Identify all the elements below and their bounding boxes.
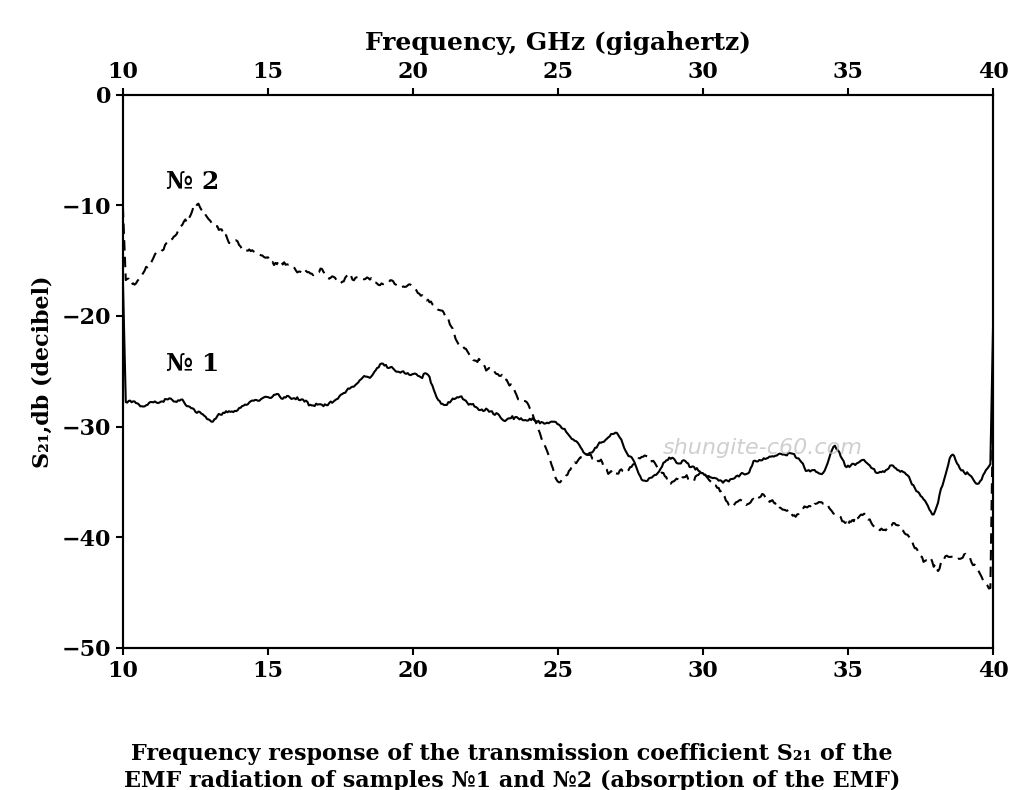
№ 2: [272, 257, 285, 266]
№ 2: [987, 387, 999, 397]
Text: shungite-c60.com: shungite-c60.com: [663, 438, 862, 458]
№ 1: [926, 510, 938, 519]
Text: № 1: № 1: [166, 352, 220, 376]
Text: Frequency response of the transmission coefficient S₂₁ of the: Frequency response of the transmission c…: [131, 743, 893, 765]
Line: № 1: № 1: [123, 280, 993, 514]
№ 1: [270, 389, 283, 399]
X-axis label: Frequency, GHz (gigahertz): Frequency, GHz (gigahertz): [366, 31, 751, 55]
№ 1: [630, 461, 642, 471]
№ 2: [699, 470, 712, 480]
№ 2: [983, 584, 995, 593]
№ 2: [342, 270, 354, 280]
№ 2: [773, 502, 785, 512]
№ 1: [341, 386, 353, 395]
№ 2: [193, 199, 205, 209]
№ 1: [772, 450, 784, 459]
Y-axis label: S₂₁,db (decibel): S₂₁,db (decibel): [32, 275, 53, 468]
№ 1: [511, 412, 523, 422]
№ 2: [117, 202, 129, 212]
№ 1: [987, 310, 999, 319]
Line: № 2: № 2: [123, 204, 993, 589]
№ 1: [117, 275, 129, 284]
Text: № 2: № 2: [166, 170, 220, 194]
№ 2: [512, 394, 524, 404]
№ 1: [698, 470, 711, 480]
№ 2: [631, 456, 643, 465]
Text: EMF radiation of samples №1 and №2 (absorption of the EMF): EMF radiation of samples №1 and №2 (abso…: [124, 770, 900, 790]
